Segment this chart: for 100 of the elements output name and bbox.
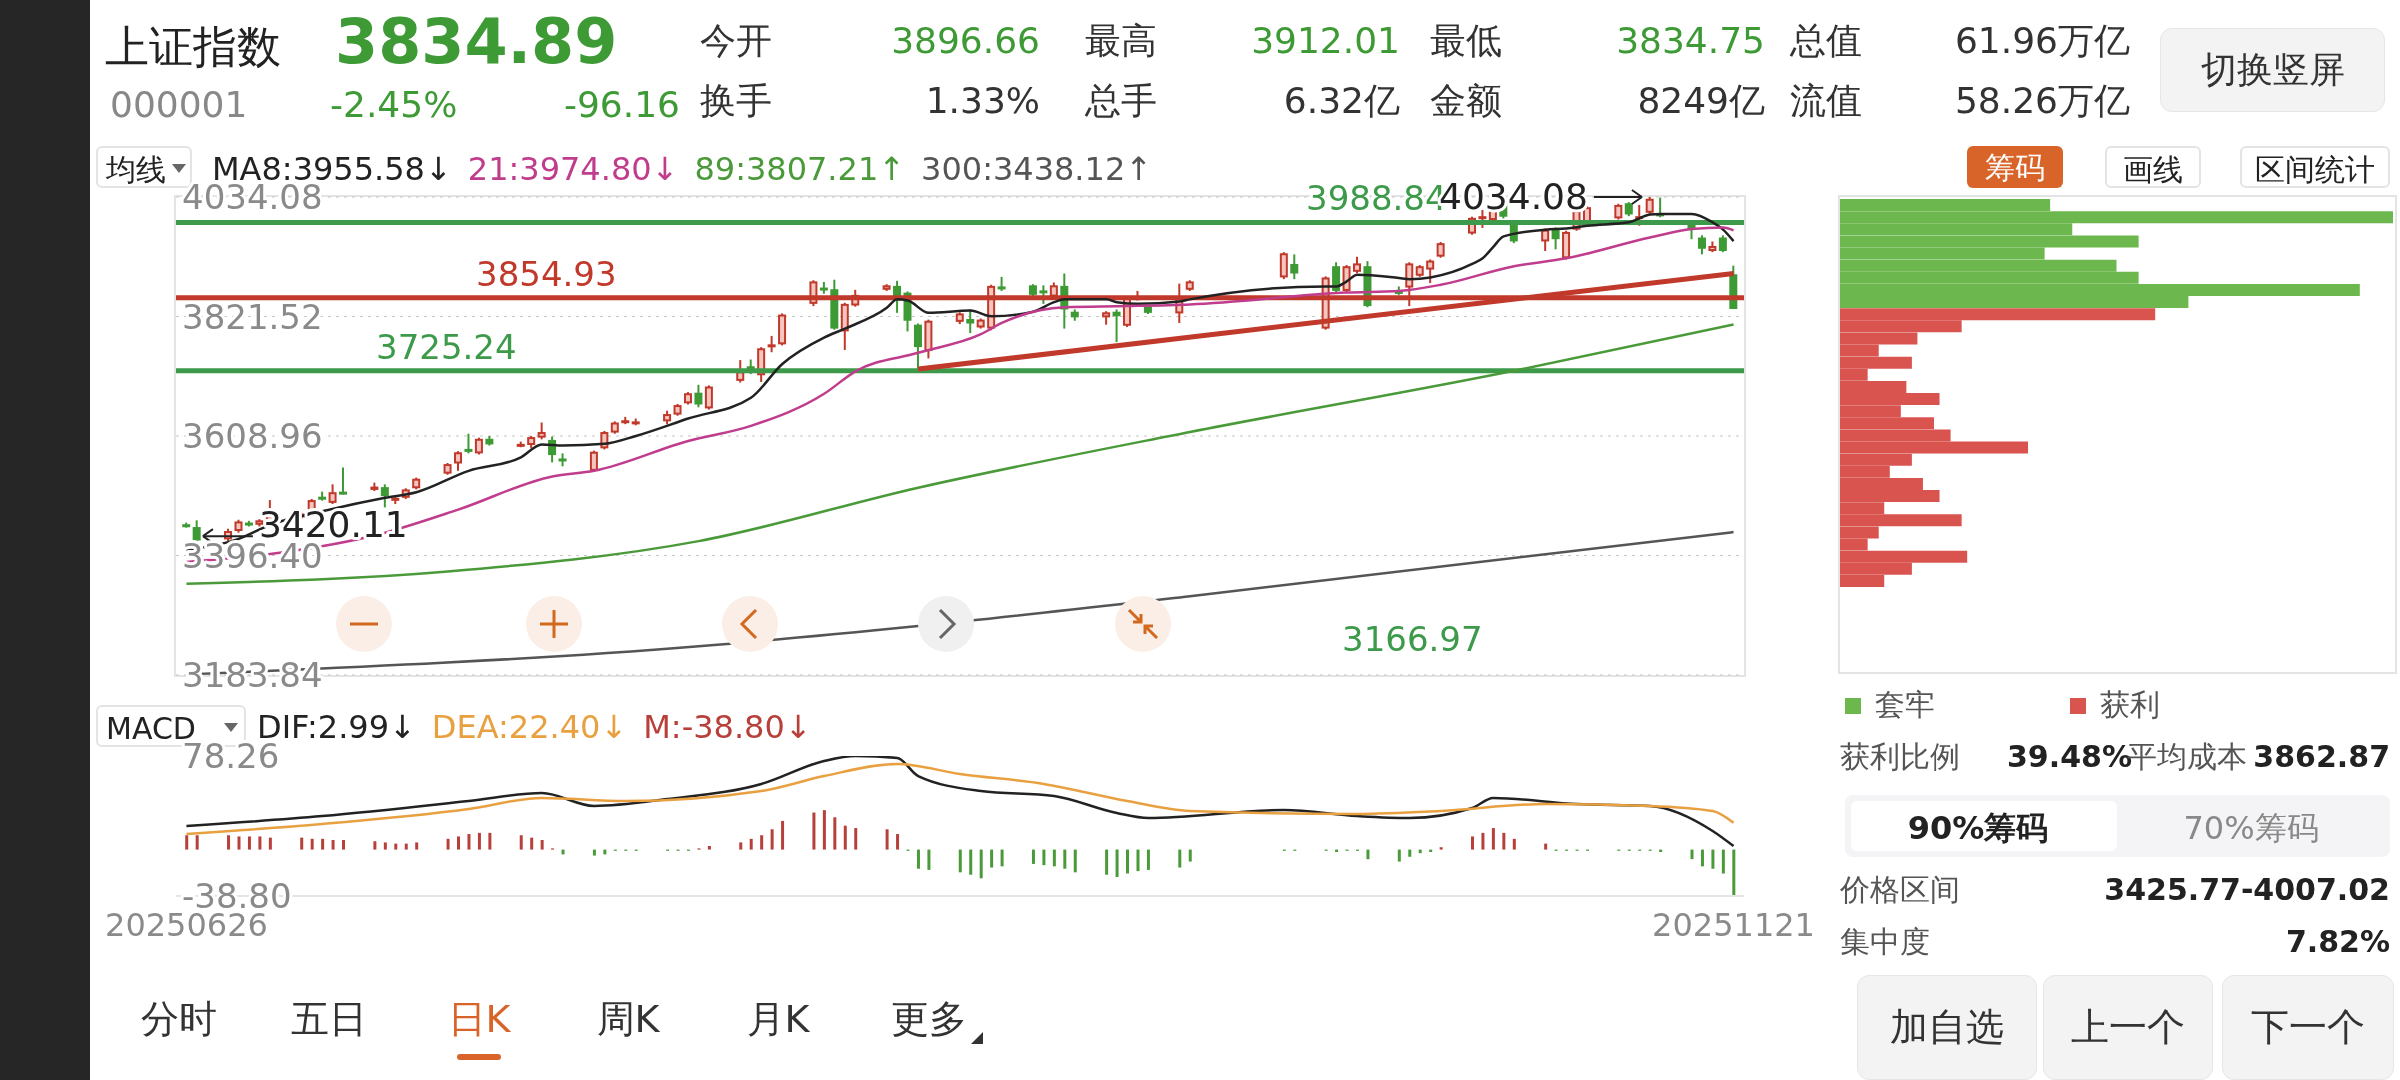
bar xyxy=(331,840,335,850)
bar xyxy=(843,825,847,850)
bar xyxy=(237,836,241,850)
bar xyxy=(1481,832,1485,850)
candlestick xyxy=(694,383,703,409)
candlestick xyxy=(1426,258,1435,285)
text: 上证指数 xyxy=(105,21,281,73)
text: 五日 xyxy=(291,997,367,1042)
text: 3896.66 xyxy=(891,20,1040,62)
bar xyxy=(1408,849,1412,857)
y-tick-label: 3608.96 xyxy=(182,416,323,456)
candlestick xyxy=(1332,261,1341,294)
text: M:-38.80↓ xyxy=(643,708,812,746)
text: 流值 xyxy=(1790,80,1862,122)
text: 21:3974.80↓ xyxy=(467,150,679,188)
bar xyxy=(321,838,325,850)
text: 61.96万亿 xyxy=(1954,20,2130,62)
bar xyxy=(927,849,931,870)
bar xyxy=(1073,849,1077,873)
bar xyxy=(916,849,920,869)
candlestick xyxy=(1112,308,1121,344)
bar xyxy=(1000,849,1004,867)
bar xyxy=(1491,828,1495,850)
bar xyxy=(540,840,544,850)
bar xyxy=(760,835,764,850)
bar xyxy=(1042,849,1046,866)
bar xyxy=(896,834,900,850)
text: 90%筹码 xyxy=(1907,809,2049,847)
bar xyxy=(394,843,398,850)
text: 日K xyxy=(447,997,511,1042)
bar xyxy=(258,836,262,850)
bar xyxy=(195,835,199,850)
candlestick xyxy=(1279,251,1288,281)
bar xyxy=(1178,849,1182,868)
bar xyxy=(1544,843,1548,850)
bar xyxy=(1136,849,1140,872)
candlestick xyxy=(1290,253,1299,281)
text: 8249亿 xyxy=(1637,80,1765,122)
bar xyxy=(707,846,711,850)
text: 画线 xyxy=(2123,152,2183,188)
bar xyxy=(822,810,826,850)
text: 3862.87 xyxy=(2253,739,2390,775)
bar xyxy=(1700,849,1704,867)
bar xyxy=(1732,849,1736,896)
bar xyxy=(467,834,471,850)
bar xyxy=(958,849,962,873)
text: 周K xyxy=(596,997,660,1042)
bar xyxy=(477,832,481,850)
bar xyxy=(812,812,816,850)
bar xyxy=(885,829,889,850)
bar xyxy=(1711,849,1715,869)
bar xyxy=(1126,849,1130,874)
bar xyxy=(1031,849,1035,864)
bar xyxy=(1721,849,1725,874)
candlestick xyxy=(1342,264,1351,294)
text: 加自选 xyxy=(1890,1004,2004,1050)
bar xyxy=(268,837,272,850)
text: 筹码 xyxy=(1985,150,2045,186)
bar xyxy=(1052,849,1056,867)
bar xyxy=(185,835,189,850)
text: 3834.89 xyxy=(335,5,618,78)
bar xyxy=(1470,836,1474,850)
bar xyxy=(247,836,251,850)
text: 切换竖屏 xyxy=(2200,49,2345,91)
text: -96.16 xyxy=(563,84,680,126)
annotation: 3166.97 xyxy=(1342,619,1483,660)
text: 300:3438.12↑ xyxy=(921,150,1153,188)
bar xyxy=(979,849,983,879)
bar xyxy=(969,849,973,875)
candlestick xyxy=(328,483,337,505)
series-label: DEA:22.40↓ xyxy=(431,708,628,746)
candlestick xyxy=(380,483,389,509)
text: 最高 xyxy=(1085,20,1157,62)
candlestick xyxy=(339,466,348,496)
text: 获利 xyxy=(2100,687,2160,723)
candlestick xyxy=(1039,284,1048,305)
bar xyxy=(1063,849,1067,869)
text: 获利比例 xyxy=(1840,739,1960,775)
bar xyxy=(1366,849,1370,860)
text: 1.33% xyxy=(925,80,1040,122)
text: 总值 xyxy=(1790,20,1862,62)
text: 下一个 xyxy=(2251,1004,2365,1050)
text: 今开 xyxy=(700,20,772,62)
candlestick xyxy=(1697,234,1706,256)
candlestick xyxy=(704,384,713,411)
text: 价格区间 xyxy=(1840,872,1960,908)
y-tick-label: 3821.52 xyxy=(182,296,323,337)
candlestick xyxy=(913,322,922,371)
bar xyxy=(990,849,994,868)
bar xyxy=(300,837,304,850)
bar xyxy=(383,842,387,850)
text: 套牢 xyxy=(1875,687,1935,723)
text: 最低 xyxy=(1430,20,1502,62)
bar xyxy=(446,838,450,850)
text: 金额 xyxy=(1430,80,1502,122)
bar xyxy=(373,841,377,850)
bar xyxy=(739,842,743,850)
bar xyxy=(457,836,461,850)
bar xyxy=(749,838,753,850)
bar xyxy=(310,838,314,850)
